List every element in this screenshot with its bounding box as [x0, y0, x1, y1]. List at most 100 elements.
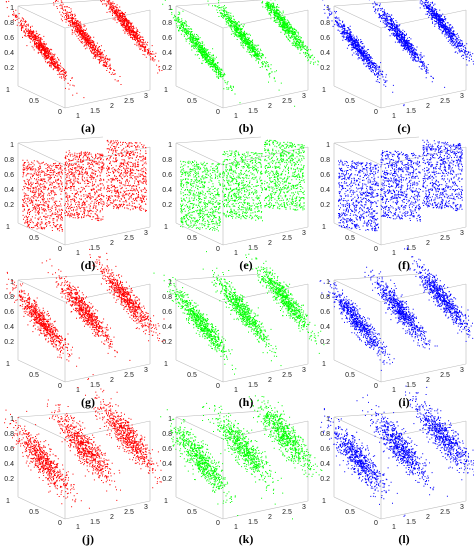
- panel-caption: (f): [398, 258, 410, 272]
- y-tick-label: 0: [374, 246, 378, 253]
- box-edge: [333, 142, 382, 166]
- y-tick-label: 0.5: [29, 235, 39, 242]
- point-cloud: [4, 409, 90, 509]
- z-tick-label: 0.2: [162, 476, 172, 483]
- x-tick-label: 1: [234, 387, 238, 394]
- y-tick-label: 0: [374, 109, 378, 116]
- z-tick-label: 0.2: [162, 65, 172, 72]
- point-cloud: [404, 246, 474, 342]
- x-tick-label: 2: [426, 514, 430, 521]
- box-edge: [333, 136, 420, 144]
- z-tick-label: 0.8: [162, 157, 172, 164]
- x-tick-label: 1: [234, 524, 238, 531]
- y-tick-label: 1: [6, 361, 10, 368]
- z-tick-label: 0.8: [4, 20, 14, 27]
- point-cloud: [180, 160, 221, 232]
- x-tick-label: 1.5: [406, 245, 416, 252]
- point-cloud: [106, 139, 147, 212]
- panel-caption: (k): [239, 532, 254, 546]
- point-cloud: [160, 409, 239, 516]
- panel: 1 0.8 0.6 0.4 0.2 1 0.5 0 1 1.5 2 2.5 3 (j): [4, 374, 162, 546]
- y-tick-label: 0.5: [345, 98, 355, 105]
- x-tick-label: 3: [460, 367, 464, 374]
- box-edge: [380, 9, 467, 29]
- point-cloud: [202, 251, 282, 367]
- point-cloud: [364, 266, 438, 350]
- point-cloud: [53, 0, 122, 85]
- point-cloud: [100, 0, 163, 74]
- box-edge: [17, 359, 66, 383]
- y-tick-label: 1: [6, 224, 10, 231]
- z-tick-label: 0.4: [320, 50, 330, 57]
- x-tick-label: 1: [76, 250, 80, 257]
- z-tick-label: 1: [326, 279, 330, 286]
- box-edge: [222, 89, 309, 109]
- z-tick-label: 0.4: [4, 50, 14, 57]
- x-tick-label: 2: [110, 514, 114, 521]
- z-tick-label: 0.8: [4, 157, 14, 164]
- x-tick-label: 1.5: [90, 245, 100, 252]
- z-tick-label: 0.6: [162, 172, 172, 179]
- x-tick-label: 1.5: [406, 382, 416, 389]
- panel: 1 0.8 0.6 0.4 0.2 1 0.5 0 1 1.5 2 2.5 3 (i): [319, 246, 474, 409]
- z-tick-label: 0.8: [162, 431, 172, 438]
- box-edge: [333, 0, 420, 7]
- point-cloud: [368, 0, 446, 88]
- x-tick-label: 2.5: [440, 372, 450, 379]
- x-tick-label: 2.5: [282, 235, 292, 242]
- x-tick-label: 2.5: [124, 98, 134, 105]
- box-edge: [333, 85, 382, 109]
- x-tick-label: 2.5: [124, 372, 134, 379]
- box-edge: [17, 85, 66, 109]
- x-tick-label: 2.5: [440, 98, 450, 105]
- x-tick-label: 1.5: [248, 108, 258, 115]
- y-tick-label: 1: [164, 224, 168, 231]
- panel-caption: (l): [398, 532, 409, 546]
- x-tick-label: 1: [76, 113, 80, 120]
- y-tick-label: 1: [164, 361, 168, 368]
- y-tick-label: 1: [164, 498, 168, 505]
- x-tick-label: 3: [144, 504, 148, 511]
- panel: 1 0.8 0.6 0.4 0.2 1 0.5 0 1 1.5 2 2.5 3 (c): [320, 0, 474, 135]
- y-tick-label: 0.5: [29, 372, 39, 379]
- z-tick-label: 0.2: [4, 65, 14, 72]
- z-tick-label: 0.8: [320, 157, 330, 164]
- y-tick-label: 0.5: [187, 509, 197, 516]
- z-tick-label: 0.6: [4, 172, 14, 179]
- point-cloud: [41, 258, 131, 361]
- x-tick-label: 1.5: [406, 108, 416, 115]
- y-tick-label: 0.5: [187, 235, 197, 242]
- y-tick-label: 0: [374, 383, 378, 390]
- box-edge: [380, 283, 467, 303]
- z-tick-label: 0.2: [4, 339, 14, 346]
- box-edge: [175, 85, 224, 109]
- x-tick-label: 2: [426, 240, 430, 247]
- panel-caption: (c): [397, 121, 410, 135]
- x-tick-label: 3: [460, 504, 464, 511]
- box-edge: [17, 416, 66, 440]
- point-cloud: [322, 0, 405, 107]
- z-tick-label: 0.8: [320, 431, 330, 438]
- x-tick-label: 3: [144, 367, 148, 374]
- z-tick-label: 0.8: [162, 294, 172, 301]
- box-edge: [175, 279, 224, 303]
- z-tick-label: 0.6: [4, 35, 14, 42]
- panel-caption: (b): [239, 121, 254, 135]
- x-tick-label: 2.5: [440, 235, 450, 242]
- z-tick-label: 1: [326, 416, 330, 423]
- z-tick-label: 0.2: [4, 202, 14, 209]
- x-tick-label: 2.5: [282, 98, 292, 105]
- box-edge: [333, 279, 382, 303]
- x-tick-label: 1.5: [90, 382, 100, 389]
- z-tick-label: 1: [168, 142, 172, 149]
- z-tick-label: 1: [168, 416, 172, 423]
- panel: 1 0.8 0.6 0.4 0.2 1 0.5 0 1 1.5 2 2.5 3 (e): [162, 136, 309, 272]
- z-tick-label: 0.4: [162, 324, 172, 331]
- z-tick-label: 0.4: [162, 187, 172, 194]
- x-tick-label: 2: [268, 103, 272, 110]
- y-tick-label: 0: [216, 383, 220, 390]
- point-cloud: [202, 402, 293, 520]
- box-edge: [64, 283, 151, 303]
- x-tick-label: 1: [76, 387, 80, 394]
- box-edge: [222, 500, 309, 520]
